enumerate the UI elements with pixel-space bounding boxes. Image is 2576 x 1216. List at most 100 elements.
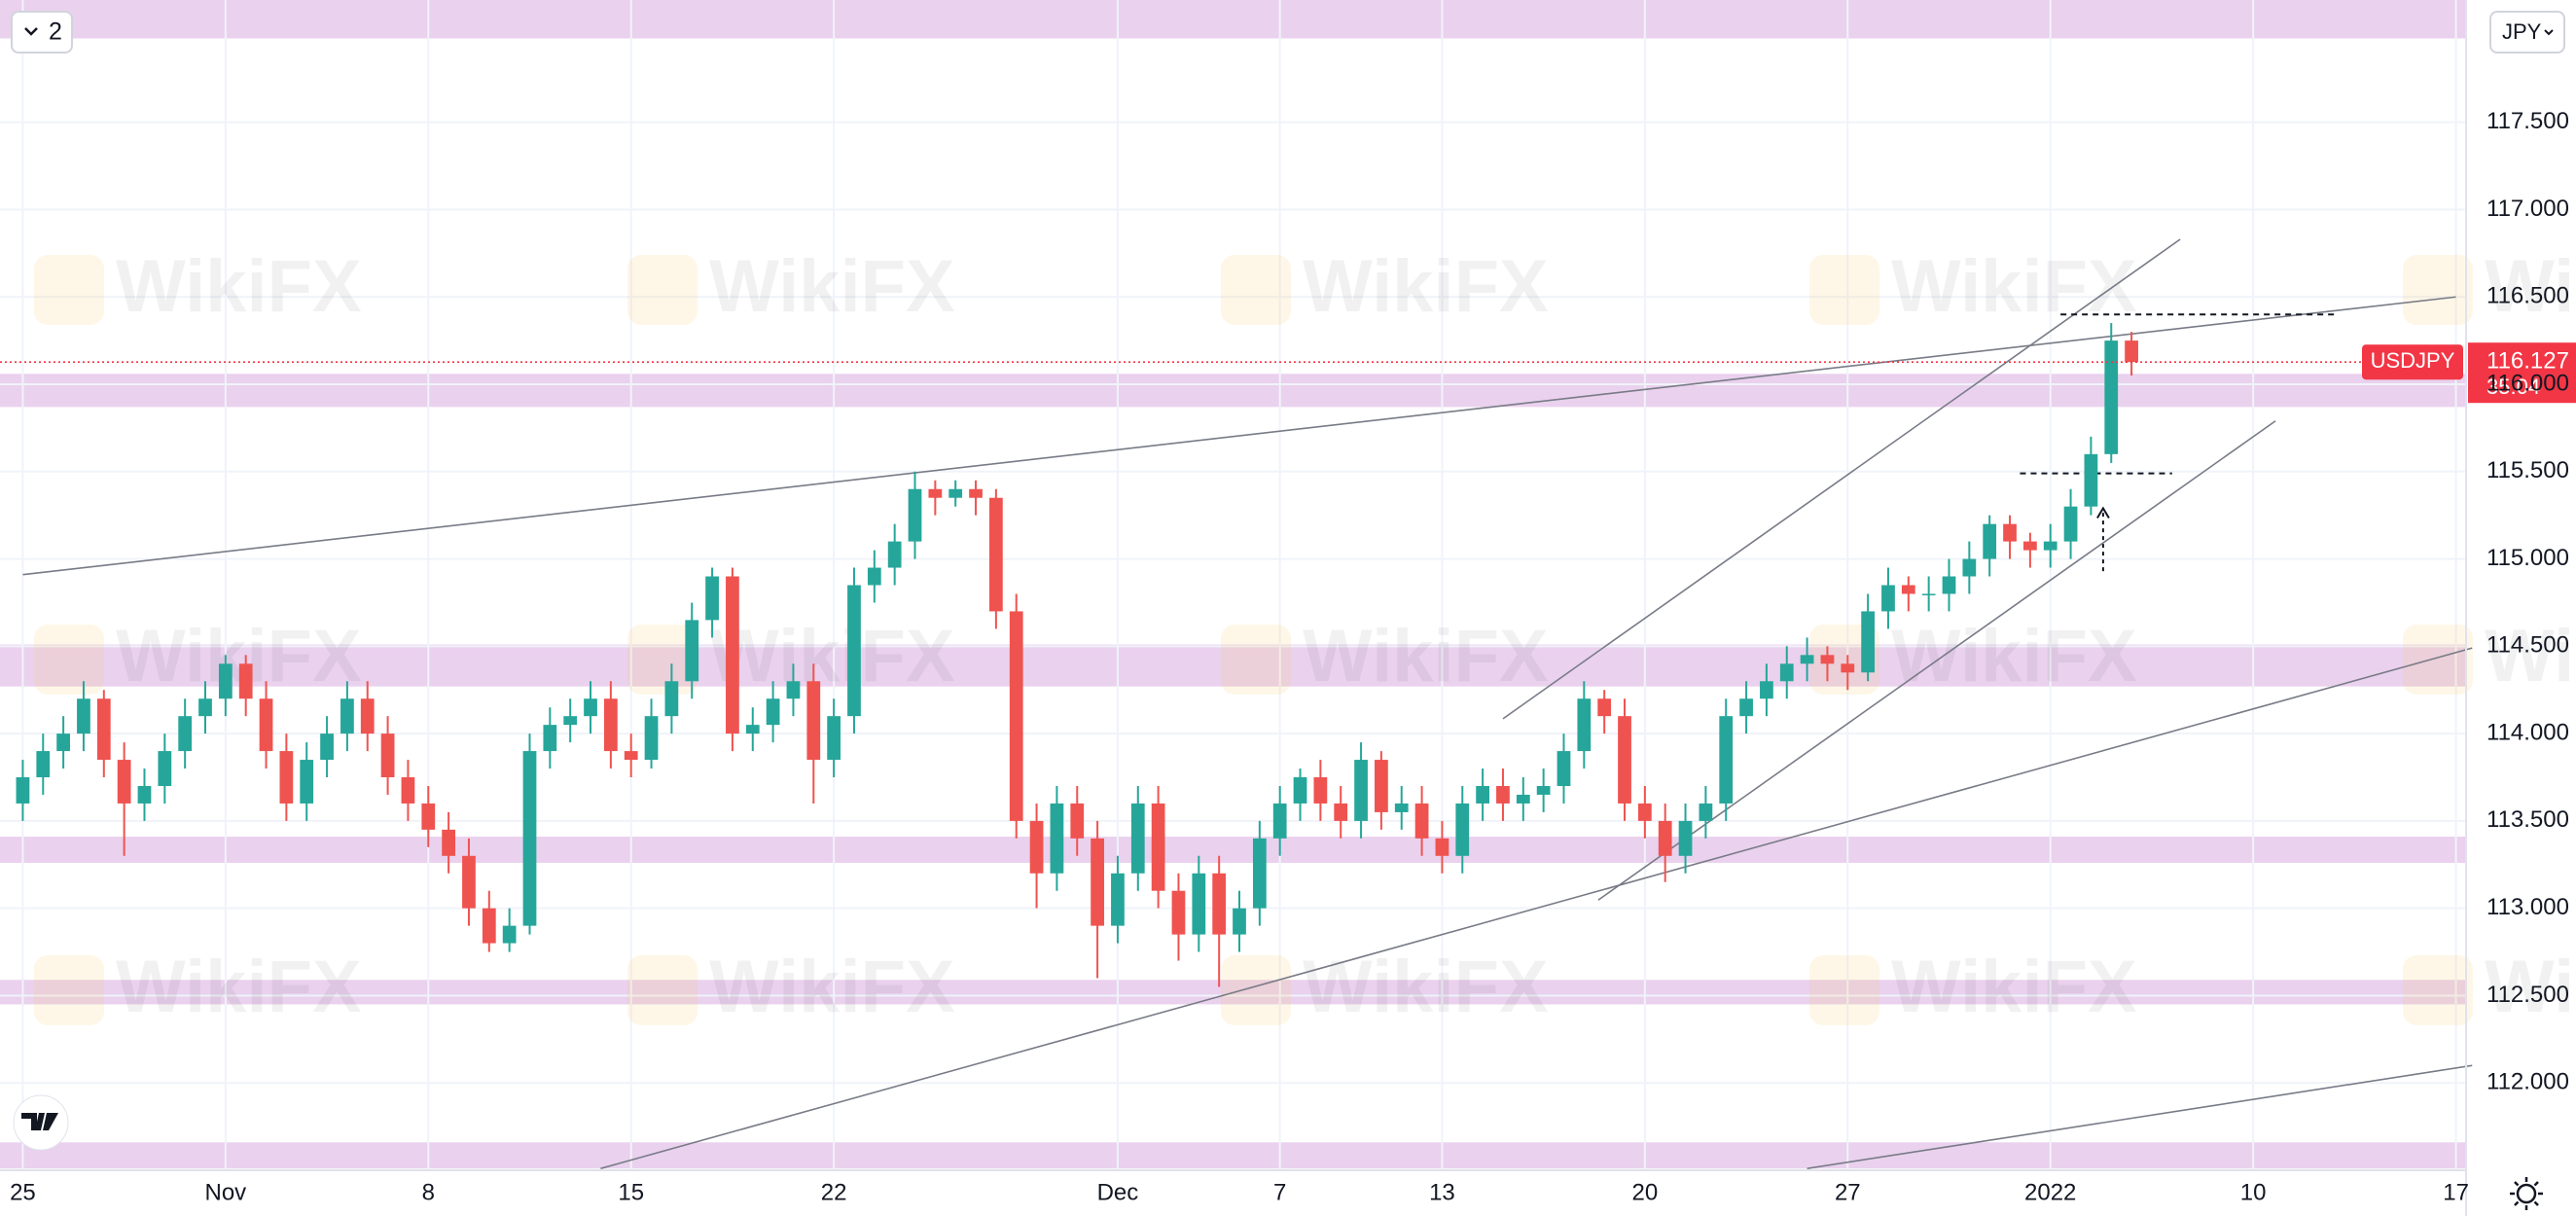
candle-body <box>2043 541 2057 551</box>
logo-glyph <box>21 1113 58 1130</box>
candle-body <box>1130 803 1145 874</box>
candle-body <box>726 576 739 734</box>
candle-body <box>1881 585 1895 612</box>
candle-body <box>401 777 415 804</box>
watermark-logo <box>627 255 698 325</box>
gear-icon[interactable] <box>2516 1183 2537 1204</box>
x-tick-label: 17 <box>2443 1179 2469 1205</box>
interval-button[interactable]: 2 <box>11 11 73 54</box>
candle-body <box>77 698 90 734</box>
candle-body <box>442 829 456 856</box>
candle-body <box>1233 908 1246 935</box>
watermark-text: WikiFX <box>2485 615 2576 697</box>
x-tick-label: 2022 <box>2024 1179 2076 1205</box>
candle-body <box>1171 890 1186 935</box>
candle-body <box>1658 820 1672 856</box>
x-tick-label: 10 <box>2240 1179 2267 1205</box>
candle-body <box>1375 760 1388 812</box>
candle-body <box>603 698 618 752</box>
candle-body <box>1091 838 1104 926</box>
watermark-logo <box>2403 255 2473 325</box>
candle-body <box>786 681 801 699</box>
candle-body <box>1272 803 1287 839</box>
candle-body <box>887 541 902 568</box>
candle-body <box>908 488 922 542</box>
tradingview-logo[interactable] <box>13 1094 69 1151</box>
candle-body <box>2104 340 2119 454</box>
candle-body <box>421 803 436 830</box>
x-tick-label: 7 <box>1273 1179 1286 1205</box>
x-tick-label: 22 <box>821 1179 847 1205</box>
symbol-label: USDJPY <box>2371 348 2455 373</box>
candle-body <box>482 908 496 944</box>
candle-body <box>1800 655 1814 664</box>
candle-body <box>2084 453 2098 507</box>
support-resistance-zone <box>0 644 2466 687</box>
candle-body <box>1739 698 1753 717</box>
watermark-text: WikiFX <box>116 946 362 1028</box>
trend-line <box>1807 1064 2473 1169</box>
candle-body <box>1841 663 1855 673</box>
currency-button-frame[interactable] <box>2489 11 2565 54</box>
candle-body <box>1719 716 1734 804</box>
candle-body <box>705 576 719 621</box>
watermark-text: WikiFX <box>1891 615 2137 697</box>
watermark-text: WikiFX <box>2485 946 2576 1028</box>
candle-body <box>502 925 517 944</box>
candle-body <box>1334 803 1348 821</box>
price-label-box <box>2468 342 2576 404</box>
watermark-logo <box>34 955 104 1025</box>
y-tick-label: 117.000 <box>2487 196 2569 222</box>
watermark-text: WikiFX <box>1303 946 1549 1028</box>
settings-button[interactable] <box>2510 1177 2543 1210</box>
arrow-head <box>2096 506 2110 519</box>
candle-body <box>766 698 780 726</box>
y-tick-label: 115.000 <box>2487 545 2569 571</box>
y-tick-label: 116.500 <box>2487 283 2569 309</box>
chevron-icon <box>2544 29 2554 36</box>
x-tick-label: 25 <box>10 1179 36 1205</box>
candle-body <box>1760 681 1773 699</box>
candle-body <box>1577 698 1592 752</box>
gear-teeth <box>2510 1177 2543 1210</box>
watermark-logo <box>1809 255 1879 325</box>
candle-body <box>969 488 983 498</box>
watermark-text: WikiFX <box>709 946 955 1028</box>
support-resistance-zone <box>0 1142 2466 1169</box>
support-resistance-zone <box>0 0 2466 39</box>
candle-body <box>96 698 111 761</box>
candle-body <box>1313 777 1328 804</box>
watermark-text: WikiFX <box>1891 245 2137 328</box>
support-resistance-zone <box>0 837 2466 863</box>
x-tick-label: Dec <box>1097 1179 1139 1205</box>
candle-body <box>1921 593 1936 595</box>
candle-body <box>1414 803 1429 839</box>
y-tick-label: 113.500 <box>2487 806 2569 833</box>
candle-body <box>1029 820 1044 874</box>
interval-button-frame[interactable] <box>11 11 73 54</box>
watermark-logo <box>1809 955 1879 1025</box>
watermark-text: WikiFX <box>116 615 362 697</box>
x-tick-label: 27 <box>1835 1179 1861 1205</box>
watermark-text: WikiFX <box>709 245 955 328</box>
currency-button[interactable]: JPY <box>2489 11 2565 54</box>
candle-body <box>563 716 578 726</box>
candle-body <box>827 716 841 761</box>
watermark-logo <box>34 625 104 695</box>
y-tick-label: 115.500 <box>2487 457 2569 483</box>
candle-body <box>259 698 273 752</box>
y-tick-label: 112.500 <box>2487 982 2569 1008</box>
watermark-text: WikiFX <box>1891 946 2137 1028</box>
candle-body <box>745 725 760 734</box>
trend-line <box>1502 238 2181 720</box>
support-resistance-zone <box>0 374 2466 408</box>
candle-body <box>1861 611 1876 673</box>
candle-body <box>664 681 679 717</box>
candle-body <box>928 488 943 498</box>
candle-body <box>1556 751 1571 786</box>
candle-body <box>218 663 233 699</box>
symbol-label-box <box>2362 344 2463 380</box>
candle-body <box>1151 803 1165 891</box>
candle-body <box>1476 785 1489 804</box>
